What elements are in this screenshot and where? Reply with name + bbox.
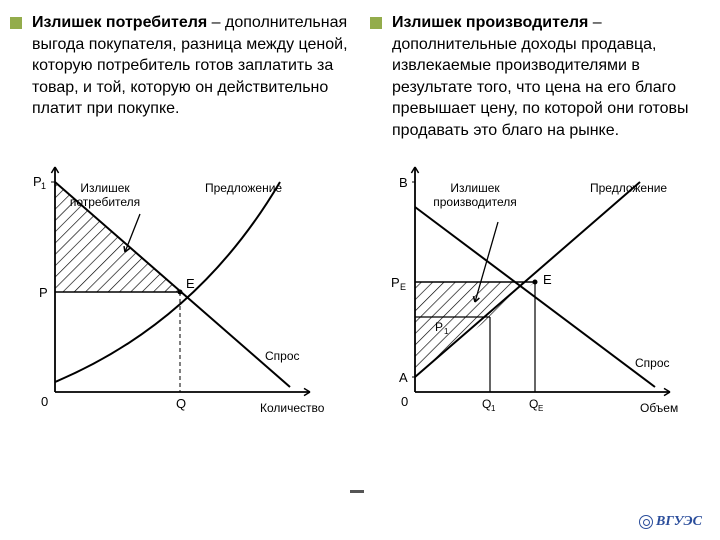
svg-text:0: 0 — [41, 394, 48, 409]
svg-text:Q: Q — [482, 397, 491, 411]
svg-text:P: P — [435, 320, 443, 334]
brand-text: ВГУЭС — [656, 514, 702, 529]
square-bullet-icon — [370, 17, 382, 29]
svg-text:Излишек: Излишек — [450, 181, 500, 195]
consumer-surplus-chart: P1PQE0КоличествоИзлишекпотребителяПредло… — [10, 152, 350, 432]
svg-text:Предложение: Предложение — [205, 181, 282, 195]
svg-text:производителя: производителя — [433, 195, 517, 209]
svg-text:Спрос: Спрос — [635, 356, 670, 370]
right-body: – дополнительные доходы продавца, извлек… — [392, 14, 689, 139]
svg-text:Количество: Количество — [260, 401, 325, 415]
right-column: Излишек производителя – дополнительные д… — [370, 12, 710, 142]
svg-text:Q: Q — [529, 397, 538, 411]
svg-text:Q: Q — [176, 396, 186, 411]
svg-text:1: 1 — [41, 181, 46, 191]
brand-logo: ВГУЭС — [639, 514, 702, 530]
text-columns: Излишек потребителя – дополнительная выг… — [10, 12, 710, 142]
chart-row: P1PQE0КоличествоИзлишекпотребителяПредло… — [10, 152, 710, 432]
svg-text:E: E — [538, 404, 543, 413]
brand-icon — [639, 515, 653, 529]
svg-text:1: 1 — [491, 404, 496, 413]
svg-text:Излишек: Излишек — [80, 181, 130, 195]
svg-text:P: P — [39, 285, 48, 300]
producer-surplus-chart: BPEP1AQ1QEE0ОбъемИзлишекпроизводителяПре… — [370, 152, 710, 432]
right-text: Излишек производителя – дополнительные д… — [392, 12, 710, 142]
svg-text:A: A — [399, 370, 408, 385]
svg-text:E: E — [543, 272, 552, 287]
svg-text:Предложение: Предложение — [590, 181, 667, 195]
svg-text:Спрос: Спрос — [265, 349, 300, 363]
square-bullet-icon — [10, 17, 22, 29]
right-heading: Излишек производителя — [392, 14, 588, 31]
svg-text:1: 1 — [444, 327, 449, 336]
left-text: Излишек потребителя – дополнительная выг… — [32, 12, 350, 120]
svg-text:Объем: Объем — [640, 401, 678, 415]
svg-text:E: E — [400, 282, 406, 292]
svg-text:E: E — [186, 276, 195, 291]
svg-text:потребителя: потребителя — [70, 195, 140, 209]
svg-text:B: B — [399, 175, 408, 190]
right-bullet-row: Излишек производителя – дополнительные д… — [370, 12, 710, 142]
separator-dash — [350, 490, 364, 493]
svg-text:P: P — [391, 275, 400, 290]
svg-text:0: 0 — [401, 394, 408, 409]
left-column: Излишек потребителя – дополнительная выг… — [10, 12, 350, 142]
left-bullet-row: Излишек потребителя – дополнительная выг… — [10, 12, 350, 120]
left-heading: Излишек потребителя — [32, 14, 207, 31]
